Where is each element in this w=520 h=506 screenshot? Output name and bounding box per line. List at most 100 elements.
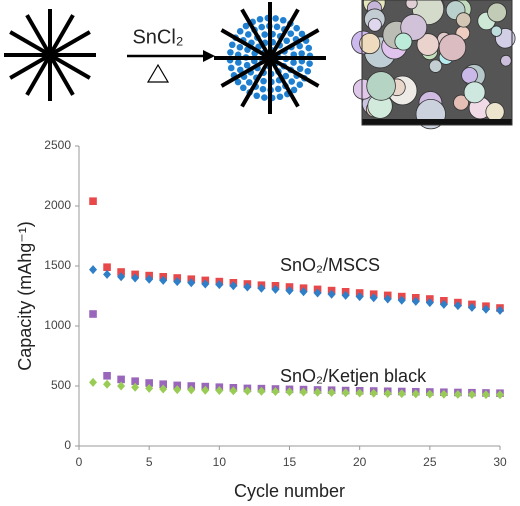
particle (368, 17, 382, 32)
dot (236, 43, 244, 51)
point (89, 197, 97, 205)
point (341, 290, 350, 300)
particle (487, 2, 507, 23)
point (327, 289, 336, 299)
point (467, 302, 476, 312)
point (145, 379, 153, 387)
point (117, 268, 125, 276)
point (313, 387, 322, 397)
point (103, 263, 111, 271)
dot (279, 16, 287, 24)
point (299, 387, 308, 397)
dot (290, 86, 298, 94)
dot (293, 24, 300, 32)
x-tick-label: 30 (493, 455, 507, 469)
point (299, 287, 308, 297)
point (103, 269, 112, 279)
reagent-label: SnCl₂ (132, 26, 183, 48)
point (271, 387, 280, 397)
y-tick-label: 2000 (44, 198, 71, 212)
point (439, 389, 448, 399)
point (257, 386, 266, 396)
point (187, 278, 196, 288)
dot (227, 64, 235, 72)
particle (453, 94, 469, 111)
point (411, 389, 420, 399)
point (285, 387, 294, 397)
dot (234, 78, 242, 86)
dot (259, 85, 267, 93)
dot (245, 31, 252, 38)
point (89, 377, 98, 387)
dot (245, 79, 253, 86)
spoke (9, 30, 91, 80)
x-tick-label: 10 (213, 455, 227, 469)
point (425, 389, 434, 399)
point (453, 389, 462, 399)
dot (298, 30, 306, 38)
point (439, 299, 448, 309)
point (313, 288, 322, 298)
point (355, 388, 364, 398)
dot (261, 31, 268, 38)
dot (290, 59, 297, 66)
dot (235, 59, 242, 66)
dot (306, 60, 313, 67)
particle (416, 33, 440, 56)
dot (237, 66, 244, 74)
dot (287, 30, 295, 37)
particle (359, 33, 381, 55)
point (496, 305, 504, 315)
point (145, 383, 154, 393)
point (131, 382, 140, 392)
point (257, 283, 266, 293)
particle (461, 67, 478, 84)
x-tick-label: 15 (283, 455, 297, 469)
point (89, 265, 98, 275)
point (271, 284, 280, 294)
dot (274, 85, 282, 93)
y-tick-label: 2500 (44, 138, 71, 152)
point (159, 384, 168, 394)
x-tick-label: 20 (353, 455, 367, 469)
dot (273, 23, 281, 31)
sem-image (351, 0, 516, 130)
carbon-sphere-schematic (4, 9, 96, 101)
point (425, 298, 434, 308)
point (467, 390, 476, 400)
particle (463, 81, 486, 104)
point (159, 275, 168, 285)
dot (243, 61, 251, 69)
dot (228, 41, 236, 49)
dot (276, 93, 284, 101)
point (187, 385, 196, 395)
spoke (220, 28, 320, 88)
particle (455, 12, 472, 28)
point (89, 310, 97, 318)
dot (282, 72, 290, 80)
point (229, 386, 238, 396)
point (243, 386, 252, 396)
annotation: SnO₂/MSCS (280, 255, 380, 275)
point (481, 304, 490, 314)
heat-symbol (146, 63, 170, 83)
point (215, 386, 224, 396)
dot (283, 37, 290, 45)
point (397, 389, 406, 399)
dot (258, 23, 266, 31)
sno2-sphere-schematic (214, 2, 326, 114)
point (131, 273, 140, 283)
point (285, 286, 294, 296)
arrow-head (203, 50, 215, 62)
dot (305, 44, 313, 52)
point (117, 381, 126, 391)
point (383, 294, 392, 304)
y-tick-label: 1000 (44, 318, 71, 332)
dot (261, 94, 268, 101)
x-axis-title: Cycle number (234, 481, 345, 501)
dot (288, 78, 295, 85)
point (173, 277, 182, 287)
particle (485, 102, 505, 122)
x-tick-label: 25 (423, 455, 437, 469)
